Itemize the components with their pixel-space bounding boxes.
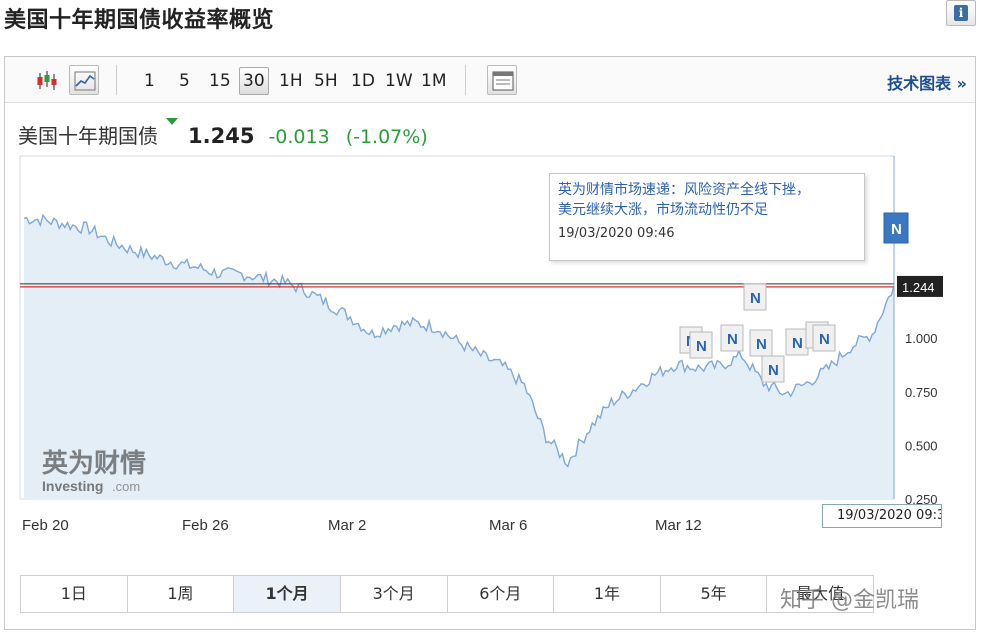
line-chart-icon[interactable] xyxy=(69,65,99,95)
series-line xyxy=(23,213,895,468)
tooltip-text-line1[interactable]: 英为财情市场速递：风险资产全线下挫， xyxy=(558,182,810,198)
cursor-date-label: 19/03/2020 09:3 xyxy=(822,504,942,528)
news-marker-label-2: N xyxy=(727,331,738,348)
news-marker-label-9: N xyxy=(756,336,767,353)
y-tick-label-0: 1.000 xyxy=(905,331,938,346)
tooltip-time: 19/03/2020 09:46 xyxy=(558,226,675,241)
news-tooltip: 英为财情市场速递：风险资产全线下挫， 美元继续大涨，市场流动性仍不足 19/03… xyxy=(549,173,865,261)
range-item-1[interactable]: 1周 xyxy=(127,576,235,612)
interval-button-1[interactable]: 1 xyxy=(144,71,155,91)
x-tick-label-0: Feb 20 xyxy=(22,517,69,534)
last-price: 1.245 xyxy=(188,124,255,148)
news-marker-1 xyxy=(689,331,713,359)
range-item-2[interactable]: 1个月 xyxy=(234,576,341,612)
news-marker-label-1: N xyxy=(696,338,707,355)
tooltip-text-line2[interactable]: 美元继续大涨，市场流动性仍不足 xyxy=(558,202,768,218)
range-item-0[interactable]: 1日 xyxy=(21,576,128,612)
interval-button-1h[interactable]: 1H xyxy=(279,71,303,91)
chart-toolbar: 1 5 15 30 1H 5H 1D 1W 1M 技术图表 » xyxy=(5,57,975,103)
news-marker-8 xyxy=(883,212,909,244)
chart-panel: 1 5 15 30 1H 5H 1D 1W 1M 技术图表 » xyxy=(4,56,976,630)
price-change-percent: (-1.07%) xyxy=(345,126,428,148)
current-value-box xyxy=(897,275,943,297)
interval-button-5[interactable]: 5 xyxy=(179,71,190,91)
news-marker-label-5: N xyxy=(792,335,803,352)
table-view-icon[interactable] xyxy=(487,65,517,95)
investing-logo-cn: 英为财情 xyxy=(42,449,146,479)
info-button[interactable]: i xyxy=(946,0,976,26)
info-icon: i xyxy=(954,5,968,21)
news-marker-9 xyxy=(749,329,773,357)
toolbar-separator xyxy=(116,65,117,95)
interval-button-5h[interactable]: 5H xyxy=(314,71,338,91)
x-tick-label-2: Mar 2 xyxy=(328,517,366,534)
x-tick-label-1: Feb 26 xyxy=(182,517,229,534)
x-tick-label-3: Mar 6 xyxy=(489,517,527,534)
range-item-3[interactable]: 3个月 xyxy=(340,576,448,612)
investing-logo-suffix: .com xyxy=(112,479,140,494)
quote-header: 美国十年期国债 1.245 -0.013 (-1.07%) xyxy=(18,118,444,150)
news-marker-label-3: N xyxy=(750,290,761,307)
y-tick-label-3: 0.250 xyxy=(905,492,938,507)
x-tick-label-4: Mar 12 xyxy=(655,517,702,534)
news-marker-label-4: N xyxy=(768,362,779,379)
interval-button-15[interactable]: 15 xyxy=(209,71,231,91)
interval-button-1w[interactable]: 1W xyxy=(385,71,413,91)
zhihu-watermark: 知乎 @金凯瑞 xyxy=(780,588,919,613)
price-change: -0.013 xyxy=(268,126,330,148)
news-marker-7 xyxy=(812,324,836,352)
interval-button-30[interactable]: 30 xyxy=(239,67,269,95)
news-marker-label-7: N xyxy=(819,331,830,348)
down-arrow-icon xyxy=(166,118,178,125)
y-tick-label-2: 0.500 xyxy=(905,438,938,453)
range-selector: 1日 1周 1个月 3个月 6个月 1年 5年 最大值 xyxy=(20,575,874,613)
candlestick-icon[interactable] xyxy=(31,65,61,95)
range-item-5[interactable]: 1年 xyxy=(554,576,661,612)
interval-button-1d[interactable]: 1D xyxy=(351,71,375,91)
range-item-7[interactable]: 最大值 xyxy=(767,576,873,612)
news-marker-3 xyxy=(743,283,767,311)
news-marker-4 xyxy=(761,355,785,383)
toolbar-separator xyxy=(465,65,466,95)
news-marker-2 xyxy=(720,324,744,352)
range-item-6[interactable]: 5年 xyxy=(660,576,768,612)
y-tick-label-1: 0.750 xyxy=(905,385,938,400)
technical-chart-link[interactable]: 技术图表 » xyxy=(887,74,967,93)
interval-button-1m[interactable]: 1M xyxy=(421,71,447,91)
page-title: 美国十年期国债收益率概览 xyxy=(4,8,275,33)
range-item-4[interactable]: 6个月 xyxy=(447,576,555,612)
series-area-fill xyxy=(24,215,894,499)
investing-logo-en: Investing xyxy=(42,478,103,494)
current-value-label: 1.244 xyxy=(902,280,935,295)
instrument-name: 美国十年期国债 xyxy=(18,124,158,148)
news-marker-label-8: N xyxy=(891,221,902,238)
